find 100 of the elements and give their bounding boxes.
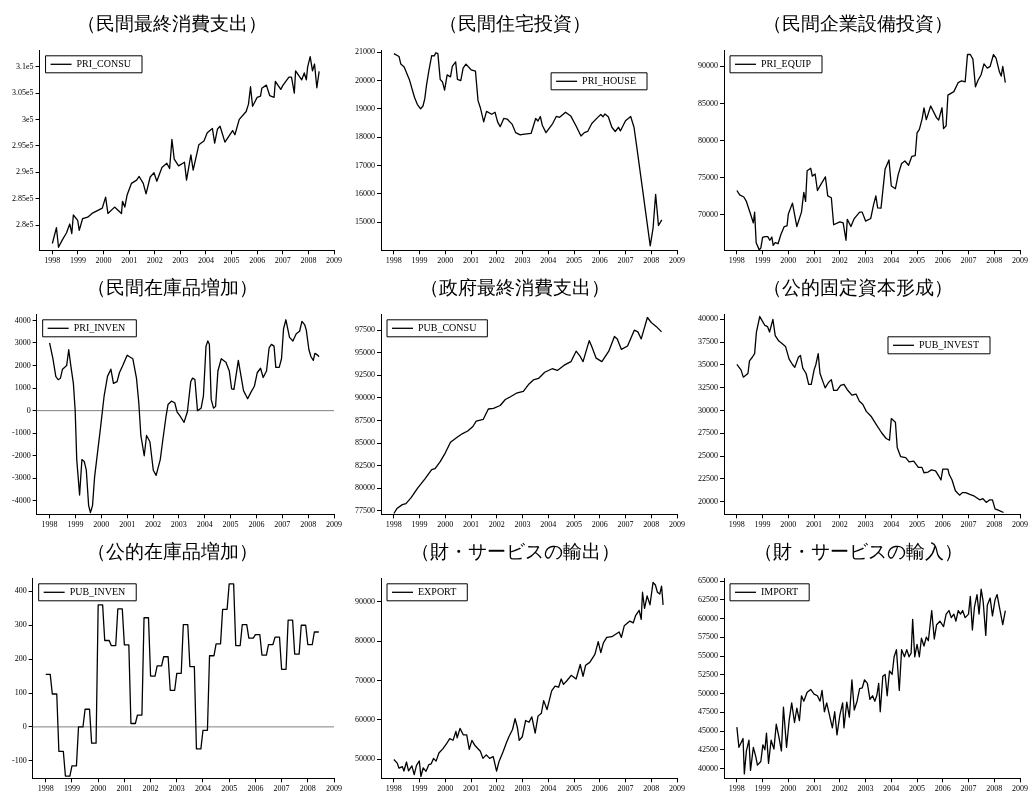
x-tick-label: 2008 (986, 784, 1003, 792)
x-tick-label: 2003 (857, 256, 874, 266)
x-tick-label: 2006 (247, 784, 264, 792)
x-tick-label: 2003 (514, 520, 531, 530)
y-tick-label: 4000 (14, 315, 31, 325)
x-tick-label: 2005 (566, 256, 583, 266)
y-tick-label: 100 (14, 688, 27, 698)
y-tick-label: 200 (14, 654, 27, 664)
x-tick-label: 2006 (249, 256, 266, 266)
y-tick-label: 3.05e5 (11, 88, 34, 98)
x-tick-label: 2004 (883, 784, 900, 792)
y-tick-label: 21000 (355, 47, 375, 57)
x-tick-label: 2005 (221, 784, 238, 792)
y-tick-label: 16000 (355, 188, 375, 198)
x-tick-label: 2000 (437, 256, 454, 266)
y-tick-label: 55000 (698, 651, 718, 661)
y-tick-label: 70000 (698, 209, 718, 219)
y-tick-label: 3000 (14, 338, 31, 348)
x-tick-label: 2009 (326, 256, 342, 266)
x-tick-label: 2009 (669, 784, 685, 792)
x-tick-label: 1998 (385, 256, 402, 266)
x-tick-label: 2008 (986, 520, 1003, 530)
y-tick-label: 50000 (698, 688, 718, 698)
x-tick-label: 2003 (172, 256, 189, 266)
x-tick-label: 2001 (116, 784, 133, 792)
x-tick-label: 2004 (883, 520, 900, 530)
x-tick-label: 2001 (806, 256, 823, 266)
y-tick-label: 87500 (355, 415, 375, 425)
y-tick-label: 77500 (355, 505, 375, 515)
y-tick-label: 27500 (698, 428, 718, 438)
legend-label: PRI_EQUIP (761, 58, 812, 70)
y-tick-label: 90000 (355, 392, 375, 402)
x-tick-label: 1999 (69, 256, 86, 266)
y-tick-label: -1000 (11, 428, 31, 438)
x-tick-label: 2003 (514, 256, 531, 266)
legend-label: EXPORT (418, 586, 457, 598)
x-tick-label: 2000 (780, 256, 797, 266)
y-tick-label: 95000 (355, 347, 375, 357)
x-tick-label: 2006 (934, 256, 951, 266)
y-tick-label: 20000 (355, 75, 375, 85)
x-tick-label: 2001 (463, 784, 480, 792)
x-tick-label: 2000 (780, 520, 797, 530)
x-tick-label: 2004 (540, 520, 557, 530)
chart-title: （民間住宅投資） (439, 12, 591, 35)
x-tick-label: 1998 (37, 784, 54, 792)
x-tick-label: 1998 (728, 784, 745, 792)
x-tick-label: 2005 (566, 784, 583, 792)
x-tick-label: 1998 (385, 520, 402, 530)
y-tick-label: 97500 (355, 325, 375, 335)
x-tick-label: 2001 (463, 520, 480, 530)
y-tick-label: 62500 (698, 594, 718, 604)
y-tick-label: -2000 (11, 450, 31, 460)
x-tick-label: 2003 (170, 520, 187, 530)
x-tick-label: 2009 (326, 520, 342, 530)
x-tick-label: 1999 (754, 520, 771, 530)
x-tick-label: 2000 (437, 784, 454, 792)
x-tick-label: 2000 (90, 784, 107, 792)
x-tick-label: 2005 (909, 784, 926, 792)
x-tick-label: 2008 (643, 520, 660, 530)
y-tick-label: 19000 (355, 103, 375, 113)
y-tick-label: 35000 (698, 360, 718, 370)
legend-label: PUB_INVEN (69, 586, 126, 598)
y-tick-label: 2.85e5 (11, 193, 34, 203)
x-tick-label: 2005 (909, 256, 926, 266)
x-tick-label: 2004 (540, 256, 557, 266)
legend-label: IMPORT (761, 586, 799, 598)
x-tick-label: 2007 (273, 784, 290, 792)
x-tick-label: 2000 (437, 520, 454, 530)
x-tick-label: 2002 (831, 256, 848, 266)
chart-title: （財・サービスの輸出） (410, 540, 620, 563)
x-tick-label: 2001 (121, 256, 138, 266)
x-tick-label: 2005 (223, 256, 240, 266)
x-tick-label: 2003 (857, 784, 874, 792)
x-tick-label: 2008 (986, 256, 1003, 266)
y-tick-label: 90000 (355, 597, 375, 607)
y-tick-label: 0 (22, 721, 27, 731)
x-tick-label: 1998 (728, 520, 745, 530)
x-tick-label: 1999 (67, 520, 84, 530)
y-tick-label: 18000 (355, 132, 375, 142)
x-tick-label: 2006 (934, 784, 951, 792)
x-tick-label: 1999 (411, 784, 428, 792)
x-tick-label: 2004 (197, 256, 214, 266)
x-tick-label: 1998 (44, 256, 61, 266)
y-tick-label: 3.1e5 (15, 61, 34, 71)
x-tick-label: 1998 (728, 256, 745, 266)
y-tick-label: 22500 (698, 473, 718, 483)
x-tick-label: 2000 (93, 520, 110, 530)
y-tick-label: 65000 (698, 576, 718, 586)
y-tick-label: 400 (14, 586, 27, 596)
x-tick-label: 1999 (754, 256, 771, 266)
x-tick-label: 2007 (960, 520, 977, 530)
x-tick-label: 2002 (831, 784, 848, 792)
y-tick-label: 85000 (698, 98, 718, 108)
x-tick-label: 2008 (300, 520, 317, 530)
x-tick-label: 2007 (274, 520, 291, 530)
x-tick-label: 2009 (1012, 256, 1028, 266)
x-tick-label: 2002 (488, 520, 505, 530)
chart-title: （政府最終消費支出） (420, 276, 610, 299)
y-tick-label: 2000 (14, 360, 31, 370)
x-tick-label: 2001 (806, 520, 823, 530)
